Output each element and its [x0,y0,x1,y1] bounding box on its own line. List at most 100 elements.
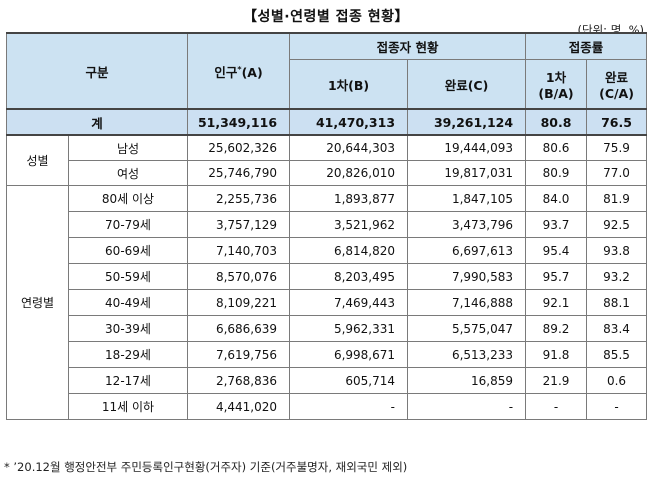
cell-rate-complete: - [586,393,648,420]
row-label: 70-79세 [67,211,189,238]
cell-complete: 19,817,031 [407,160,527,186]
header-population-label: 인구 [214,64,238,80]
cell-complete: 7,990,583 [407,263,527,290]
row-label: 12-17세 [67,367,189,394]
row-label: 30-39세 [67,315,189,342]
header-rate: 접종률 [525,32,648,61]
total-row: 계 51,349,116 41,470,313 39,261,124 80.8 … [5,108,648,136]
cell-first: 6,998,671 [289,341,409,368]
cell-first: 20,826,010 [289,160,409,186]
cell-first: - [289,393,409,420]
cell-population: 2,255,736 [187,185,291,212]
table-row: 11세 이하 4,441,020 - - - - [7,393,648,420]
cell-first: 1,893,877 [289,185,409,212]
row-label: 11세 이하 [67,393,189,420]
cell-rate-first: 95.7 [525,263,588,290]
header-rate-first-label: 1차 [545,70,567,86]
cell-complete: 7,146,888 [407,289,527,316]
cell-complete: - [407,393,527,420]
header-population-unit: (A) [241,64,263,80]
vaccination-table: 구분 인구*(A) 접종자 현황 접종률 1차(B) 완료(C) 1차 (B/A)… [5,32,648,420]
cell-rate-first: 93.7 [525,211,588,238]
row-label: 남성 [67,134,189,161]
row-label: 여성 [67,160,189,186]
cell-population: 25,746,790 [187,160,291,186]
cell-population: 3,757,129 [187,211,291,238]
group-sex: 성별 [6,134,69,186]
row-label: 50-59세 [67,263,189,290]
group-age: 연령별 [6,185,69,420]
table-row: 30-39세 6,686,639 5,962,331 5,575,047 89.… [7,315,648,342]
cell-rate-complete: 88.1 [586,289,648,316]
cell-first: 6,814,820 [289,237,409,264]
cell-population: 7,619,756 [187,341,291,368]
cell-complete: 6,513,233 [407,341,527,368]
footnote: * ’20.12월 행정안전부 주민등록인구현황(거주자) 기준(거주불명자, … [4,460,408,474]
header-category: 구분 [5,32,189,110]
cell-rate-complete: 93.8 [586,237,648,264]
cell-rate-complete: 83.4 [586,315,648,342]
total-rate-first: 80.8 [525,108,588,136]
header-rate-first: 1차 (B/A) [525,59,588,110]
cell-rate-first: 80.6 [525,134,588,161]
row-label: 40-49세 [67,289,189,316]
cell-first: 605,714 [289,367,409,394]
cell-complete: 16,859 [407,367,527,394]
cell-rate-first: 89.2 [525,315,588,342]
cell-rate-first: 91.8 [525,341,588,368]
cell-population: 4,441,020 [187,393,291,420]
table-row: 18-29세 7,619,756 6,998,671 6,513,233 91.… [7,341,648,368]
cell-first: 20,644,303 [289,134,409,161]
table-row: 연령별 80세 이상 2,255,736 1,893,877 1,847,105… [6,185,648,420]
cell-rate-complete: 77.0 [586,160,648,186]
cell-first: 7,469,443 [289,289,409,316]
cell-rate-complete: 93.2 [586,263,648,290]
header-vaccinated: 접종자 현황 [289,32,527,61]
table-row: 성별 남성 25,602,326 20,644,303 19,444,093 8… [6,134,648,186]
cell-population: 8,109,221 [187,289,291,316]
total-complete: 39,261,124 [407,108,527,136]
cell-first: 5,962,331 [289,315,409,342]
header-complete: 완료(C) [407,59,527,110]
table-title: 【성별·연령별 접종 현황】 [243,9,409,25]
total-rate-complete: 76.5 [586,108,648,136]
row-label: 80세 이상 [67,185,189,212]
cell-rate-first: 92.1 [525,289,588,316]
cell-rate-first: 80.9 [525,160,588,186]
cell-first: 3,521,962 [289,211,409,238]
cell-rate-complete: 85.5 [586,341,648,368]
cell-rate-first: 21.9 [525,367,588,394]
table-row: 40-49세 8,109,221 7,469,443 7,146,888 92.… [7,289,648,316]
header-population: 인구*(A) [187,32,291,110]
header-rate-complete-label: 완료 [605,70,629,86]
header-rate-complete: 완료 (C/A) [586,59,648,110]
header-rate-complete-sub: (C/A) [599,86,634,102]
cell-population: 6,686,639 [187,315,291,342]
header-population-sup: * [237,64,242,74]
table-row: 70-79세 3,757,129 3,521,962 3,473,796 93.… [7,211,648,238]
cell-rate-first: 84.0 [525,185,588,212]
header-first: 1차(B) [289,59,409,110]
total-label: 계 [5,108,189,136]
cell-rate-complete: 92.5 [586,211,648,238]
cell-complete: 19,444,093 [407,134,527,161]
total-first: 41,470,313 [289,108,409,136]
cell-population: 2,768,836 [187,367,291,394]
cell-complete: 1,847,105 [407,185,527,212]
table-row: 12-17세 2,768,836 605,714 16,859 21.9 0.6 [7,367,648,394]
header-rate-first-sub: (B/A) [538,86,574,102]
cell-complete: 3,473,796 [407,211,527,238]
row-label: 60-69세 [67,237,189,264]
cell-complete: 6,697,613 [407,237,527,264]
row-label: 18-29세 [67,341,189,368]
table-row: 60-69세 7,140,703 6,814,820 6,697,613 95.… [7,237,648,264]
cell-population: 25,602,326 [187,134,291,161]
cell-first: 8,203,495 [289,263,409,290]
table-row: 여성 25,746,790 20,826,010 19,817,031 80.9… [7,160,648,186]
cell-rate-first: - [525,393,588,420]
table-row: 50-59세 8,570,076 8,203,495 7,990,583 95.… [7,263,648,290]
cell-population: 8,570,076 [187,263,291,290]
cell-rate-complete: 75.9 [586,134,648,161]
cell-rate-complete: 0.6 [586,367,648,394]
cell-complete: 5,575,047 [407,315,527,342]
